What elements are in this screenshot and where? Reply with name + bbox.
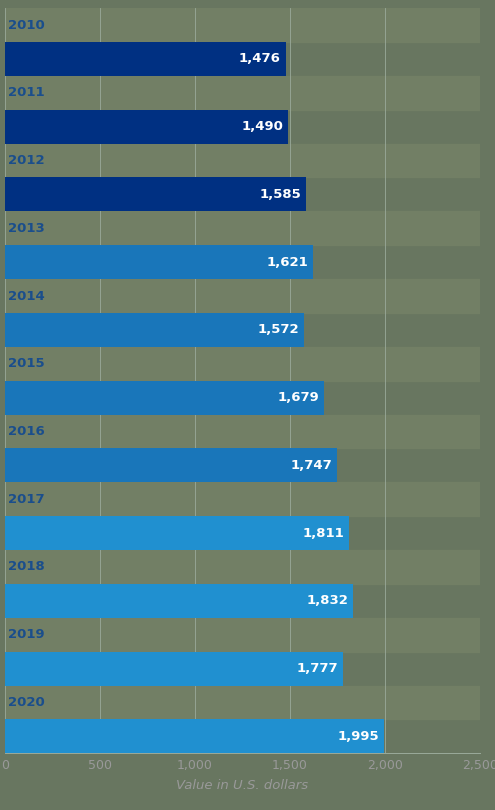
X-axis label: Value in U.S. dollars: Value in U.S. dollars bbox=[177, 778, 308, 792]
Text: 2015: 2015 bbox=[8, 357, 45, 370]
Bar bbox=[5, 313, 304, 347]
Bar bbox=[5, 550, 480, 584]
Text: 2016: 2016 bbox=[8, 425, 45, 438]
Bar bbox=[5, 449, 337, 482]
Text: 2011: 2011 bbox=[8, 87, 45, 100]
Text: 1,476: 1,476 bbox=[239, 53, 281, 66]
Bar bbox=[5, 381, 324, 415]
Bar bbox=[5, 245, 313, 279]
Text: 1,572: 1,572 bbox=[257, 323, 299, 336]
Bar bbox=[5, 211, 480, 245]
Bar bbox=[5, 719, 384, 753]
Text: 1,621: 1,621 bbox=[267, 256, 308, 269]
Text: 1,995: 1,995 bbox=[338, 730, 379, 743]
Text: 2020: 2020 bbox=[8, 696, 45, 709]
Bar bbox=[5, 584, 353, 618]
Text: 1,811: 1,811 bbox=[302, 526, 345, 539]
Bar bbox=[5, 143, 480, 177]
Text: 2010: 2010 bbox=[8, 19, 45, 32]
Bar bbox=[5, 279, 480, 313]
Bar bbox=[5, 76, 480, 109]
Text: 2018: 2018 bbox=[8, 561, 45, 573]
Bar bbox=[5, 618, 480, 652]
Bar bbox=[5, 42, 286, 76]
Bar bbox=[5, 685, 480, 719]
Text: 1,679: 1,679 bbox=[278, 391, 319, 404]
Bar bbox=[5, 177, 306, 211]
Bar bbox=[5, 652, 343, 685]
Text: 1,832: 1,832 bbox=[306, 595, 348, 608]
Text: 2019: 2019 bbox=[8, 629, 45, 642]
Text: 1,585: 1,585 bbox=[260, 188, 301, 201]
Bar bbox=[5, 109, 288, 143]
Bar bbox=[5, 347, 480, 381]
Text: 1,490: 1,490 bbox=[242, 120, 284, 133]
Text: 2013: 2013 bbox=[8, 222, 45, 235]
Text: 2014: 2014 bbox=[8, 289, 45, 302]
Bar bbox=[5, 8, 480, 42]
Bar bbox=[5, 415, 480, 449]
Text: 1,747: 1,747 bbox=[291, 459, 332, 472]
Text: 2012: 2012 bbox=[8, 154, 45, 167]
Text: 2017: 2017 bbox=[8, 492, 45, 505]
Bar bbox=[5, 516, 349, 550]
Bar bbox=[5, 482, 480, 516]
Text: 1,777: 1,777 bbox=[297, 662, 338, 675]
